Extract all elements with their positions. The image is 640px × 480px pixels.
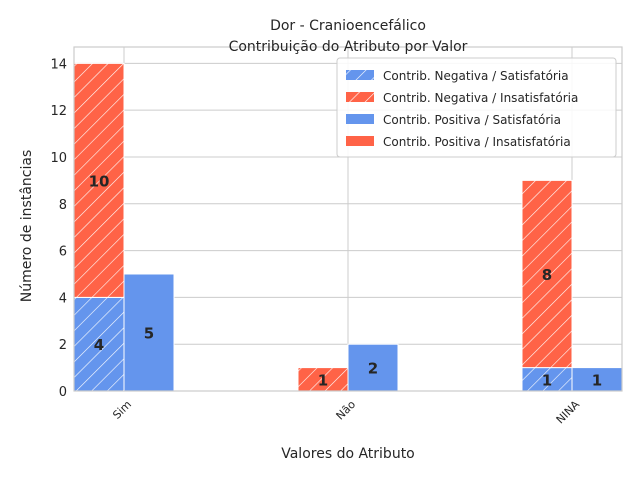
y-axis-label: Número de instâncias [19, 150, 35, 302]
y-tick-label: 6 [59, 245, 67, 260]
bar-segment [347, 343, 399, 392]
bar-value-label: 5 [144, 324, 154, 342]
bar-segment [123, 273, 175, 392]
chart-subtitle: Contribuição do Atributo por Valor [229, 39, 468, 55]
y-tick-label: 8 [59, 198, 67, 213]
bar-value-label: 4 [94, 336, 104, 354]
legend-swatch [346, 114, 374, 124]
bar-hatch [298, 367, 348, 391]
legend-swatch-hatch [346, 70, 374, 80]
x-tick-label: Não [334, 398, 359, 423]
plot-frame [73, 46, 623, 392]
legend-label: Contrib. Negativa / Satisfatória [383, 69, 569, 83]
bar-hatch [522, 180, 572, 368]
y-tick-label: 4 [59, 291, 67, 306]
bar-value-label: 1 [542, 371, 552, 389]
bar-value-label: 1 [318, 371, 328, 389]
legend-box [336, 57, 617, 158]
legend-swatch [346, 136, 374, 146]
x-tick-label: Sim [110, 398, 134, 422]
bar-value-label: 10 [89, 172, 110, 190]
bar-value-label: 1 [592, 371, 602, 389]
y-tick-label: 12 [50, 104, 67, 119]
legend-label: Contrib. Positiva / Satisfatória [383, 113, 561, 127]
chart-title: Dor - Cranioencefálico [270, 18, 426, 34]
y-tick-label: 0 [59, 385, 67, 400]
bar-value-label: 2 [368, 360, 378, 378]
y-tick-label: 2 [59, 338, 67, 353]
bar-hatch [74, 297, 124, 391]
y-tick-label: 14 [50, 57, 67, 72]
legend: Contrib. Negativa / Satisfatória Contrib.… [336, 57, 617, 158]
y-tick-label: 10 [50, 151, 67, 166]
bar-hatch [74, 63, 124, 298]
legend-swatch-hatch [346, 92, 374, 102]
x-axis-label: Valores do Atributo [281, 446, 415, 462]
legend-label: Contrib. Positiva / Insatisfatória [383, 135, 571, 149]
bar-value-label: 8 [542, 266, 552, 284]
x-tick-label: NINA [554, 398, 583, 427]
legend-label: Contrib. Negativa / Insatisfatória [383, 91, 578, 105]
bars [73, 62, 623, 392]
bar-hatch [522, 367, 572, 391]
